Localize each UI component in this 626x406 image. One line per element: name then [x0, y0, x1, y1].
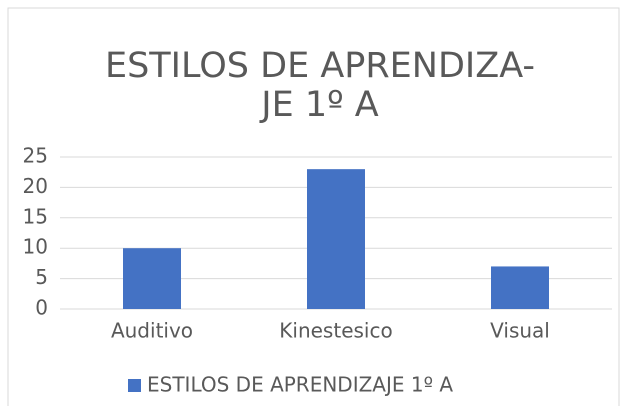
y-tick-label: 25: [23, 144, 48, 168]
x-tick-label: Kinestesico: [279, 319, 392, 343]
x-tick-label: Visual: [490, 319, 550, 343]
chart-title: JE 1º A: [259, 85, 378, 125]
bar: [307, 169, 365, 309]
y-tick-label: 15: [23, 204, 48, 228]
legend-label: ESTILOS DE APRENDIZAJE 1º A: [147, 373, 453, 397]
y-tick-label: 5: [35, 265, 48, 289]
bar: [123, 248, 181, 309]
bar: [491, 266, 549, 309]
y-tick-label: 20: [23, 174, 48, 198]
legend-swatch: [128, 379, 141, 392]
y-tick-label: 0: [35, 296, 48, 320]
chart-title: ESTILOS DE APRENDIZA-: [105, 46, 535, 86]
y-tick-label: 10: [23, 235, 48, 259]
x-tick-label: Auditivo: [111, 319, 193, 343]
